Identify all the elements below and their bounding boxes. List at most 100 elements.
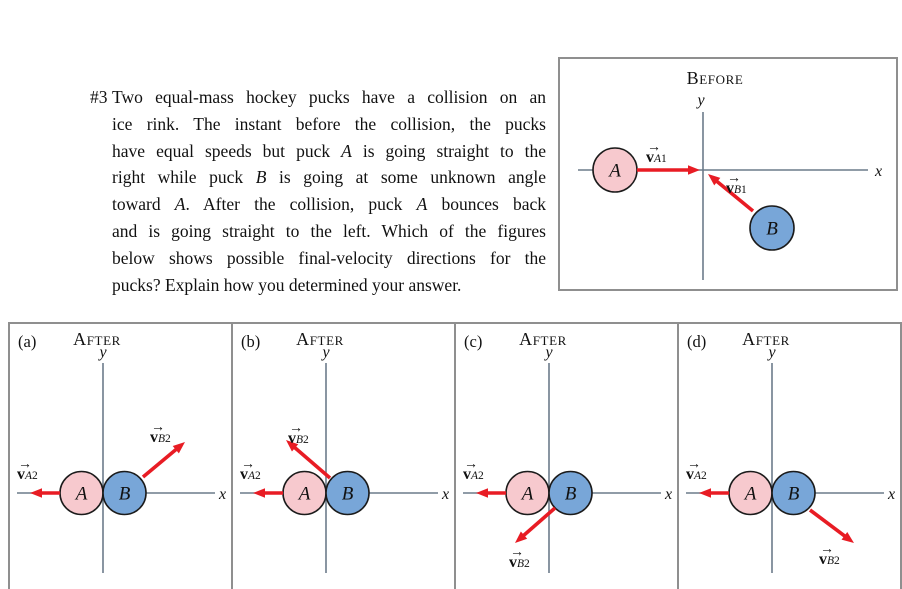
after-c-panel-label: (c): [464, 332, 483, 351]
text-segment: and is going straight to the left. Which…: [112, 220, 546, 241]
vector-subscript: A2: [25, 470, 38, 482]
x-axis-label: x: [664, 486, 672, 503]
after-c-figure-inner: (c) After y x A B → vA2 → vB2: [456, 324, 677, 589]
problem-number: #3: [90, 87, 108, 107]
text-segment: ice rink. The instant before the collisi…: [112, 113, 546, 134]
before-diagram-svg: y x A B: [578, 92, 882, 280]
puck-a-label: A: [520, 483, 534, 504]
subscript-letter: B: [296, 434, 304, 446]
text-segment: Two equal-mass hockey pucks have a colli…: [112, 87, 546, 107]
problem-text-line: and is going straight to the left. Which…: [112, 218, 546, 245]
vector-subscript: B2: [158, 433, 171, 445]
text-segment: bounces back: [427, 194, 546, 215]
vector-subscript: A1: [654, 153, 667, 165]
problem-text-line: have equal speeds but puck A is going st…: [112, 138, 546, 165]
vector-label-vA2: → vA2: [17, 458, 38, 483]
vector-symbol: v: [17, 466, 25, 483]
problem-text-line: ice rink. The instant before the collisi…: [112, 111, 546, 138]
puck-b-label: B: [766, 218, 778, 239]
vector-symbol: v: [819, 551, 827, 568]
vector-arrow-overbar-icon: →: [289, 421, 303, 436]
problem-statement: #3 Two equal-mass hockey pucks have a co…: [90, 84, 546, 298]
math-variable: B: [255, 167, 267, 188]
vector-subscript: B1: [734, 184, 747, 196]
vector-symbol: v: [509, 554, 517, 571]
velocity-arrow-B1-shaft: [713, 177, 755, 213]
puck-b-label: B: [788, 483, 800, 504]
text-segment: . After the collision, puck: [185, 194, 417, 215]
after-d-title: After: [742, 329, 790, 349]
after-b-panel-label: (b): [241, 332, 261, 351]
after-d-figure-box: (d) After y x A B → vA2 → vB2: [677, 322, 902, 589]
velocity-arrow-A2-head: [30, 488, 42, 498]
vector-label-vB2: → vB2: [819, 543, 840, 568]
problem-text-line: right while puck B is going at some unkn…: [112, 164, 546, 191]
velocity-arrow-B2-shaft: [519, 506, 557, 540]
velocity-arrow-B2-head: [286, 440, 299, 452]
puck-b-label: B: [565, 483, 577, 504]
subscript-letter: B: [517, 558, 525, 570]
subscript-number: 2: [303, 434, 309, 446]
before-figure-box: Before y x A B → vA1 → vB1: [558, 57, 898, 291]
after-a-figure-box: (a) After y x A B → vA2 → vB2: [8, 322, 233, 589]
before-figure-inner: Before y x A B → vA1 → vB1: [560, 59, 896, 289]
puck-b-circle: [548, 470, 593, 516]
x-axis-label: x: [218, 486, 226, 503]
text-segment: right while puck: [112, 167, 256, 188]
subscript-letter: A: [471, 470, 479, 482]
velocity-arrow-A2-head: [699, 488, 711, 498]
after-d-figure-inner: (d) After y x A B → vA2 → vB2: [679, 324, 900, 589]
x-axis-label: x: [874, 163, 882, 180]
problem-text-line: pucks? Explain how you determined your a…: [112, 272, 546, 299]
after-a-diagram-svg: y x A B: [17, 344, 226, 573]
text-segment: toward: [112, 194, 175, 215]
velocity-arrow-A2-head: [476, 488, 488, 498]
puck-b-circle: [102, 470, 147, 516]
problem-text: Two equal-mass hockey pucks have a colli…: [112, 84, 546, 298]
velocity-arrow-B2-head: [172, 442, 185, 454]
subscript-number: 2: [32, 470, 38, 482]
text-segment: have equal speeds but puck: [112, 140, 342, 161]
after-c-title: After: [519, 329, 567, 349]
puck-a-label: A: [74, 483, 88, 504]
subscript-letter: A: [694, 470, 702, 482]
puck-b-circle: [325, 470, 370, 516]
puck-a-label: A: [297, 483, 311, 504]
after-c-figure-box: (c) After y x A B → vA2 → vB2: [454, 322, 679, 589]
velocity-arrow-B2-head: [515, 531, 528, 543]
velocity-arrow-B2-head: [841, 531, 854, 543]
velocity-arrow-B2-shaft: [290, 443, 332, 480]
vector-subscript: B2: [296, 434, 309, 446]
puck-a-label: A: [607, 160, 621, 181]
vector-label-vB1: → vB1: [726, 172, 747, 197]
subscript-number: 2: [834, 555, 840, 567]
vector-symbol: v: [288, 430, 296, 447]
velocity-arrow-A2-head: [253, 488, 265, 498]
before-title: Before: [686, 68, 744, 88]
subscript-letter: A: [654, 153, 662, 165]
y-axis-label: y: [766, 344, 776, 361]
vector-label-vA2: → vA2: [463, 458, 484, 483]
vector-arrow-overbar-icon: →: [18, 457, 32, 472]
vector-arrow-overbar-icon: →: [464, 457, 478, 472]
subscript-number: 2: [478, 470, 484, 482]
vector-arrow-overbar-icon: →: [687, 457, 701, 472]
subscript-letter: B: [158, 433, 166, 445]
vector-label-vB2: → vB2: [150, 421, 171, 446]
velocity-arrow-B1-head: [708, 174, 721, 186]
vector-subscript: A2: [694, 470, 707, 482]
subscript-letter: B: [734, 184, 742, 196]
vector-arrow-overbar-icon: →: [151, 420, 165, 435]
y-axis-label: y: [695, 92, 705, 109]
math-variable: A: [416, 194, 428, 215]
puck-a-label: A: [743, 483, 757, 504]
after-b-diagram-svg: y x A B: [240, 344, 449, 573]
vector-arrow-overbar-icon: →: [727, 171, 741, 186]
vector-label-vA2: → vA2: [686, 458, 707, 483]
vector-subscript: B2: [517, 558, 530, 570]
problem-text-line: toward A. After the collision, puck A bo…: [112, 191, 546, 218]
math-variable: A: [341, 140, 352, 161]
puck-b-circle: [749, 205, 795, 251]
subscript-number: 1: [661, 153, 667, 165]
